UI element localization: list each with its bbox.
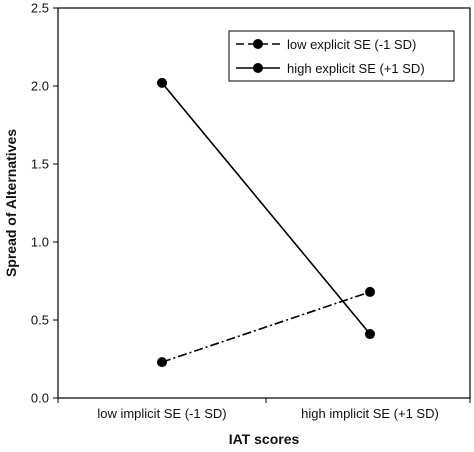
data-point [157, 77, 167, 88]
y-axis: 0.0 0.5 1.0 1.5 2.0 2.5 [31, 1, 58, 406]
y-tick-label: 0.5 [31, 313, 49, 328]
series-line-1 [161, 82, 371, 335]
y-tick-label: 1.5 [31, 157, 49, 172]
y-axis-title: Spread of Alternatives [3, 129, 19, 277]
legend: low explicit SE (-1 SD) high explicit SE … [228, 30, 455, 82]
y-tick-label: 0.0 [31, 391, 49, 406]
series-line-0 [161, 291, 371, 363]
data-point [365, 286, 375, 297]
x-tick-label: high implicit SE (+1 SD) [301, 406, 439, 421]
x-axis: low implicit SE (-1 SD) high implicit SE … [57, 398, 471, 421]
y-tick-label: 1.0 [31, 235, 49, 250]
legend-label: low explicit SE (-1 SD) [287, 37, 416, 52]
y-tick-label: 2.5 [31, 1, 49, 16]
legend-box [228, 30, 455, 82]
x-tick-label: low implicit SE (-1 SD) [97, 406, 226, 421]
data-point [365, 329, 375, 340]
x-axis-title: IAT scores [229, 431, 300, 447]
series-layer [157, 77, 375, 368]
legend-swatch-marker [253, 63, 263, 73]
legend-label: high explicit SE (+1 SD) [287, 61, 425, 76]
data-point [157, 357, 167, 368]
legend-swatch-marker [253, 39, 263, 49]
y-tick-label: 2.0 [31, 79, 49, 94]
legend-items: low explicit SE (-1 SD) high explicit SE … [236, 37, 425, 76]
plot-area-frame [57, 7, 471, 399]
